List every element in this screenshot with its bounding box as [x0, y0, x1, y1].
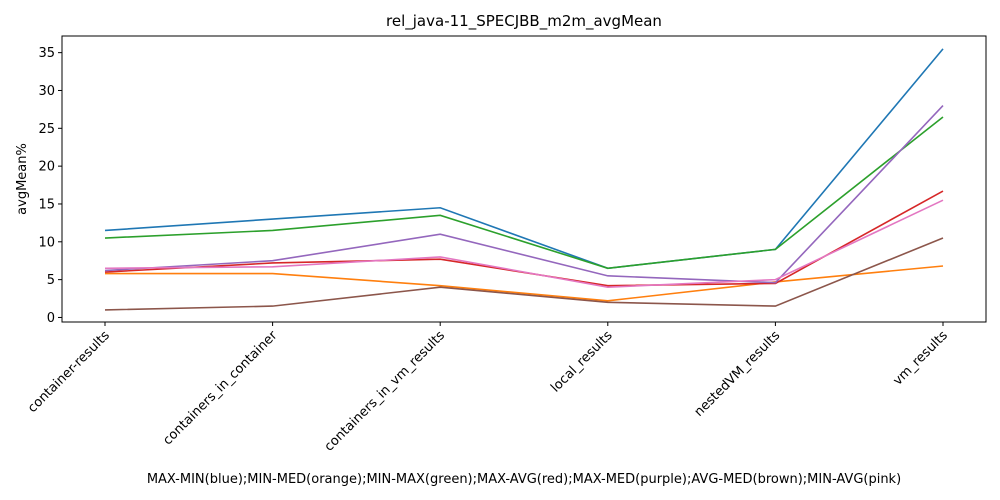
y-tick-label: 10: [38, 235, 55, 250]
x-tick-label: nestedVM_results: [692, 328, 784, 420]
series-line-5: [104, 237, 944, 311]
y-tick-label: 25: [38, 122, 55, 137]
y-tick-label: 30: [38, 84, 55, 99]
chart-title: rel_java-11_SPECJBB_m2m_avgMean: [386, 12, 662, 31]
x-tick-label: local_results: [548, 328, 616, 396]
x-tick-label: vm_results: [890, 328, 951, 389]
y-tick-label: 5: [47, 273, 55, 288]
y-axis-label: avgMean%: [15, 143, 30, 215]
x-tick-label: containers_in_container: [160, 328, 281, 449]
plot-frame: [61, 35, 987, 323]
series-line-0: [104, 48, 944, 270]
series-line-4: [104, 105, 944, 284]
x-tick-label: container-results: [25, 328, 113, 416]
series-line-2: [104, 116, 944, 270]
x-axis: container-results containers_in_container…: [25, 322, 951, 455]
series-line-1: [105, 265, 944, 302]
x-tick-label: containers_in_vm_results: [322, 328, 448, 454]
y-tick-label: 15: [38, 197, 55, 212]
series-line-6: [104, 199, 944, 288]
y-tick-label: 35: [38, 46, 55, 61]
y-tick-label: 0: [47, 311, 55, 326]
y-tick-label: 20: [38, 160, 55, 175]
plot-lines: [104, 48, 944, 311]
x-axis-label: MAX-MIN(blue);MIN-MED(orange);MIN-MAX(gr…: [147, 472, 901, 487]
y-axis: 0 5 10 15 20 25 30 35: [38, 46, 62, 326]
